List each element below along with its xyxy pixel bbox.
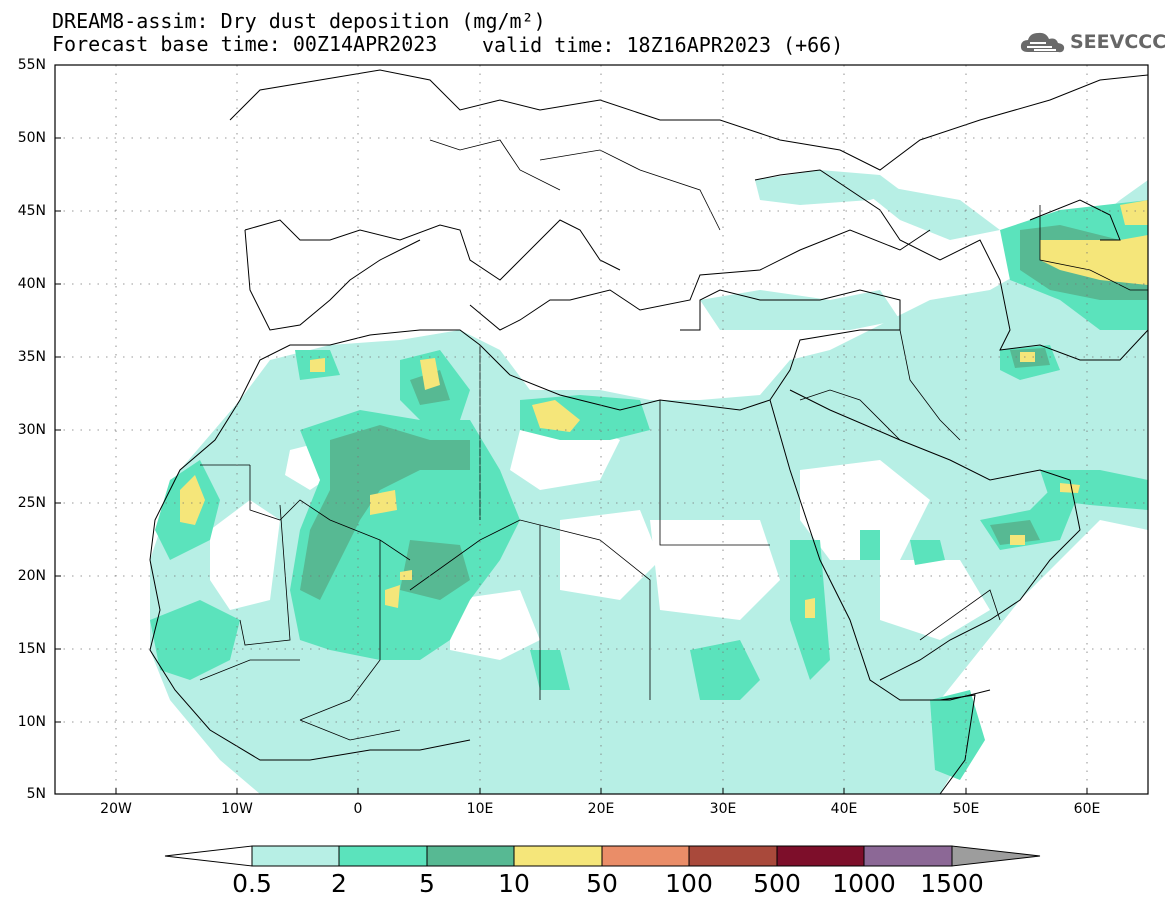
colorbar	[164, 845, 1041, 867]
lat-label: 55N	[17, 57, 46, 73]
lon-label: 40E	[830, 801, 858, 817]
lat-label: 25N	[17, 495, 46, 511]
lon-label: 50E	[952, 801, 980, 817]
colorbar-label: 1000	[832, 869, 896, 898]
colorbar-bin	[426, 845, 515, 867]
lat-label: 35N	[17, 349, 46, 365]
lon-label: 30E	[709, 801, 737, 817]
colorbar-label: 2	[331, 869, 347, 898]
colorbar-bin	[513, 845, 603, 867]
colorbar-label: 0.5	[232, 869, 272, 898]
axis-ticks	[55, 137, 1088, 794]
valid-time: valid time: 18Z16APR2023 (+66)	[482, 33, 844, 57]
map-title: DREAM8-assim: Dry dust deposition (mg/m²…	[52, 9, 546, 33]
colorbar-bin	[688, 845, 778, 867]
lon-label: 10W	[221, 801, 253, 817]
colorbar-label: 5	[419, 869, 435, 898]
colorbar-under-arrow	[164, 845, 253, 867]
shading-10	[180, 200, 1148, 618]
colorbar-label: 10	[498, 869, 530, 898]
lat-label: 5N	[26, 786, 46, 802]
lat-label: 40N	[17, 276, 46, 292]
forecast-base-time: Forecast base time: 00Z14APR2023	[52, 32, 438, 56]
lat-label: 50N	[17, 130, 46, 146]
coastlines	[149, 69, 1148, 794]
lon-label: 10E	[466, 801, 494, 817]
lat-label: 45N	[17, 203, 46, 219]
colorbar-bin	[601, 845, 690, 867]
country-borders	[199, 139, 1148, 741]
colorbar-label: 1500	[920, 869, 984, 898]
colorbar-label: 100	[665, 869, 713, 898]
cloud-icon	[1020, 32, 1065, 53]
lon-label: 0	[353, 801, 363, 817]
lat-label: 30N	[17, 422, 46, 438]
colorbar-bin	[863, 845, 953, 867]
map-grid	[55, 65, 1148, 794]
colorbar-label: 500	[753, 869, 801, 898]
lat-label: 10N	[17, 714, 46, 730]
lon-label: 20E	[587, 801, 615, 817]
seevccc-logo: SEEVCCC	[1018, 28, 1165, 58]
lat-label: 15N	[17, 641, 46, 657]
colorbar-bin	[251, 845, 340, 867]
colorbar-bin	[338, 845, 428, 867]
colorbar-over-arrow	[951, 845, 1041, 867]
logo-text: SEEVCCC	[1070, 31, 1165, 53]
lat-label: 20N	[17, 568, 46, 584]
lon-label: 60E	[1073, 801, 1101, 817]
colorbar-bin	[776, 845, 865, 867]
dust-fields	[55, 65, 1148, 794]
lon-label: 20W	[100, 801, 132, 817]
colorbar-label: 50	[586, 869, 618, 898]
